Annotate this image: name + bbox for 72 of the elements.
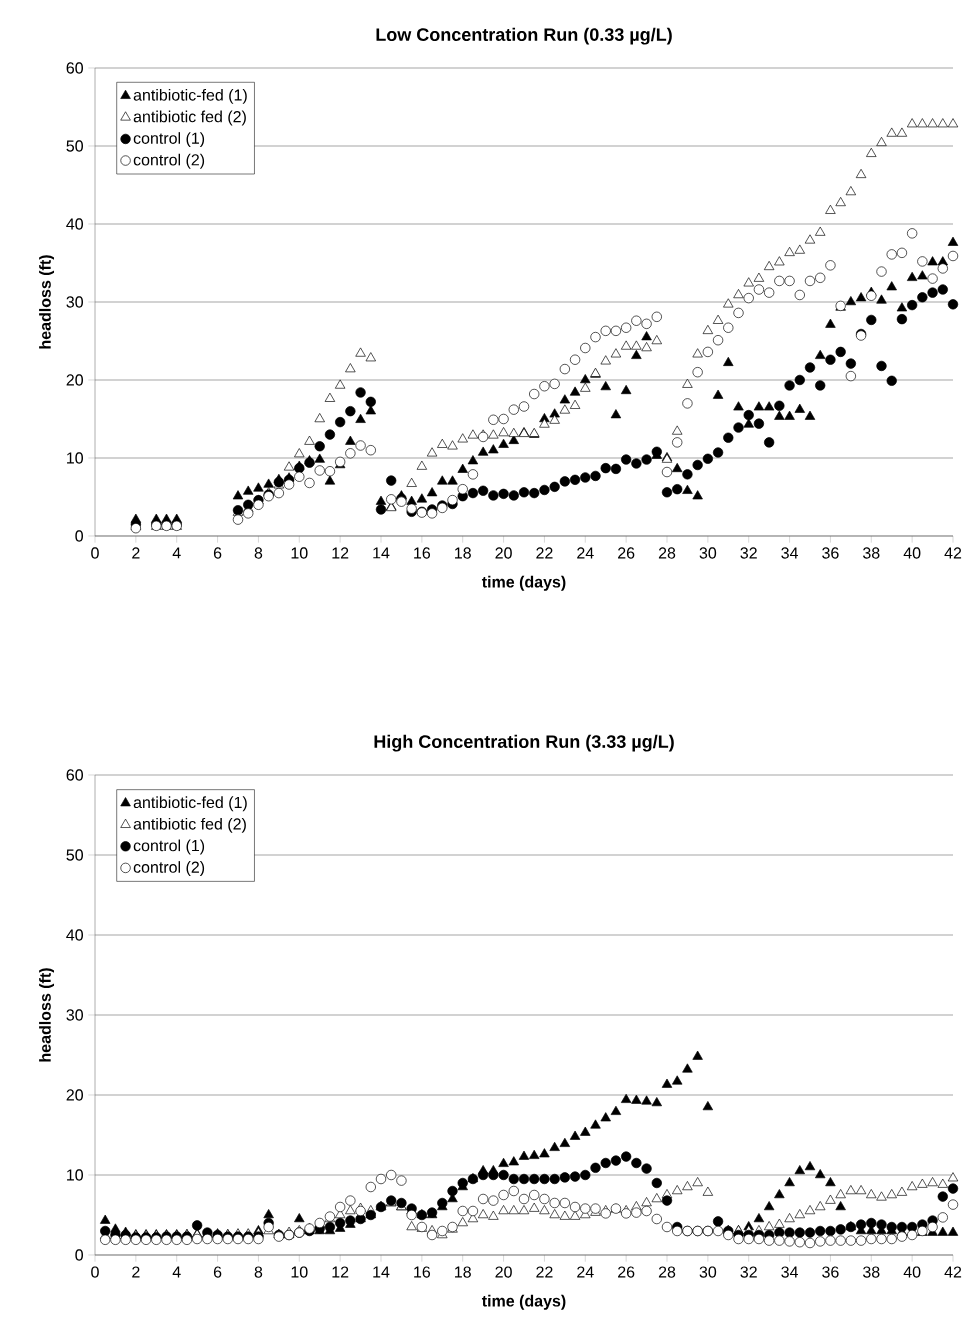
legend-label: antibiotic fed (2) [133, 110, 246, 126]
x-tick-label: 18 [455, 547, 471, 559]
x-tick-label: 28 [658, 547, 676, 559]
y-tick-label: 40 [66, 929, 83, 941]
legend-label: control (1) [133, 839, 205, 855]
x-tick-label: 36 [822, 547, 839, 559]
x-tick-label: 22 [536, 1266, 553, 1278]
chart-title: High Concentration Run (3.33 µg/L) [374, 734, 674, 752]
x-tick-label: 16 [414, 1266, 431, 1278]
x-tick-label: 18 [455, 1266, 471, 1278]
y-tick-label: 0 [75, 530, 83, 542]
y-axis-title: headloss (ft) [39, 255, 55, 349]
x-tick-label: 26 [618, 1266, 635, 1278]
y-tick-label: 40 [66, 218, 83, 230]
legend-label: antibiotic-fed (1) [133, 796, 247, 812]
x-tick-label: 28 [658, 1266, 676, 1278]
y-tick-label: 10 [67, 452, 83, 464]
x-axis-title: time (days) [481, 1294, 566, 1310]
x-tick-label: 38 [863, 547, 880, 559]
x-tick-label: 20 [495, 547, 512, 559]
x-tick-label: 4 [172, 1266, 181, 1278]
x-tick-label: 4 [172, 547, 181, 559]
x-tick-label: 2 [132, 1266, 140, 1278]
x-tick-label: 30 [699, 1266, 717, 1278]
x-tick-label: 20 [495, 1266, 512, 1278]
x-tick-label: 10 [291, 547, 308, 559]
y-tick-label: 20 [66, 1089, 83, 1101]
x-tick-label: 0 [91, 547, 99, 559]
x-tick-label: 12 [332, 1266, 349, 1278]
legend-label: control (2) [133, 153, 205, 169]
y-tick-label: 50 [66, 140, 83, 152]
x-tick-label: 32 [740, 547, 757, 559]
y-tick-label: 30 [66, 296, 83, 308]
x-tick-label: 32 [740, 1266, 757, 1278]
legend-label: antibiotic-fed (1) [133, 88, 247, 104]
x-tick-label: 26 [618, 547, 635, 559]
x-tick-label: 24 [577, 1266, 594, 1278]
legend-label: control (2) [133, 861, 205, 877]
x-axis-title: time (days) [481, 575, 566, 591]
x-tick-label: 8 [254, 547, 263, 559]
x-tick-label: 6 [213, 1266, 222, 1278]
x-tick-label: 6 [213, 547, 222, 559]
y-tick-label: 60 [66, 769, 83, 781]
x-tick-label: 16 [414, 547, 431, 559]
x-tick-label: 14 [373, 1266, 390, 1278]
legend-label: control (1) [133, 132, 205, 148]
y-axis-title: headloss (ft) [39, 968, 55, 1062]
x-tick-label: 42 [944, 1266, 962, 1278]
y-tick-label: 10 [67, 1169, 83, 1181]
x-tick-label: 0 [91, 1266, 99, 1278]
y-tick-label: 60 [66, 62, 83, 74]
x-tick-label: 14 [373, 547, 390, 559]
chart-title: Low Concentration Run (0.33 µg/L) [376, 27, 672, 45]
x-tick-label: 22 [536, 547, 553, 559]
x-tick-label: 42 [944, 547, 962, 559]
legend-label: antibiotic fed (2) [133, 817, 246, 833]
x-tick-label: 38 [863, 1266, 880, 1278]
x-tick-label: 2 [132, 547, 140, 559]
y-tick-label: 30 [66, 1009, 83, 1021]
x-tick-label: 24 [577, 547, 594, 559]
x-tick-label: 10 [291, 1266, 308, 1278]
x-tick-label: 40 [903, 547, 921, 559]
x-tick-label: 30 [699, 547, 717, 559]
x-tick-label: 34 [781, 1266, 798, 1278]
y-tick-label: 50 [66, 849, 83, 861]
x-tick-label: 34 [781, 547, 798, 559]
x-tick-label: 36 [822, 1266, 839, 1278]
x-tick-label: 40 [903, 1266, 921, 1278]
y-tick-label: 0 [75, 1249, 83, 1261]
x-tick-label: 12 [332, 547, 349, 559]
x-tick-label: 8 [254, 1266, 263, 1278]
y-tick-label: 20 [66, 374, 83, 386]
